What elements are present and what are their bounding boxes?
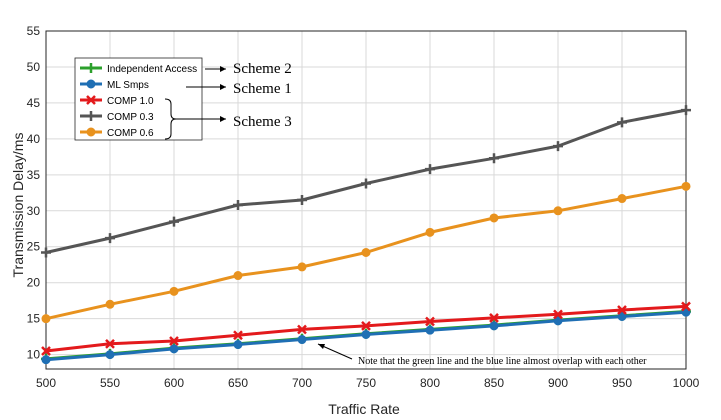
series-2 <box>41 301 691 356</box>
data-point <box>425 164 435 175</box>
series-1 <box>41 307 691 365</box>
y-tick-label: 35 <box>27 168 41 182</box>
data-point <box>361 320 371 331</box>
y-tick-label: 30 <box>27 204 41 218</box>
y-tick-label: 45 <box>27 96 41 110</box>
overlap-note: Note that the green line and the blue li… <box>358 356 647 367</box>
x-tick-label: 550 <box>100 376 120 390</box>
data-point <box>617 117 627 128</box>
data-point <box>489 153 499 164</box>
data-point <box>361 178 371 189</box>
y-tick-label: 20 <box>27 276 41 290</box>
data-point <box>617 312 627 322</box>
data-point <box>553 141 563 152</box>
y-tick-label: 55 <box>27 24 41 38</box>
legend-label: COMP 1.0 <box>107 96 154 107</box>
data-point <box>233 271 243 281</box>
data-point <box>169 286 179 296</box>
data-point <box>553 206 563 216</box>
legend-item: COMP 1.0 <box>80 95 154 107</box>
data-point <box>553 309 563 320</box>
data-point <box>169 216 179 227</box>
legend-marker <box>86 63 96 73</box>
y-tick-label: 25 <box>27 240 41 254</box>
data-point <box>489 213 499 223</box>
legend-label: Independent Access <box>107 64 197 75</box>
data-point <box>233 200 243 211</box>
y-tick-label: 15 <box>27 312 41 326</box>
data-point <box>617 305 627 315</box>
x-tick-label: 700 <box>292 376 312 390</box>
y-tick-label: 50 <box>27 60 41 74</box>
x-axis-label: Traffic Rate <box>328 401 400 417</box>
data-point <box>681 301 691 312</box>
plot-area-frame <box>45 30 687 370</box>
legend-item: ML Smps <box>80 79 149 91</box>
data-point <box>297 195 307 205</box>
x-tick-label: 1000 <box>673 376 700 390</box>
x-tick-label: 600 <box>164 376 184 390</box>
x-tick-label: 500 <box>36 376 56 390</box>
data-point <box>617 194 627 204</box>
legend-marker <box>86 111 96 121</box>
scheme-3-arrow-head <box>220 116 226 122</box>
legend-item: COMP 0.3 <box>80 111 154 123</box>
legend-label: COMP 0.6 <box>107 128 154 139</box>
x-tick-label: 650 <box>228 376 248 390</box>
data-point <box>489 313 499 323</box>
series-4 <box>41 181 691 324</box>
x-tick-label: 800 <box>420 376 440 390</box>
data-point <box>105 338 115 349</box>
legend-item: COMP 0.6 <box>80 127 154 139</box>
scheme-1-arrow-head <box>220 84 226 90</box>
y-axis-label: Transmission Delay/ms <box>10 133 26 278</box>
data-point <box>681 181 691 191</box>
data-point <box>41 355 51 365</box>
x-tick-label: 750 <box>356 376 376 390</box>
legend: Independent Access ML Smps COMP 1.0 COMP 0.… <box>74 57 203 141</box>
x-tick-label: 950 <box>612 376 632 390</box>
data-point <box>361 329 371 339</box>
data-point <box>297 335 307 345</box>
annotations: Scheme 2 Scheme 1 Scheme 3 Note that the… <box>164 61 647 367</box>
scheme-2-label: Scheme 2 <box>233 61 292 77</box>
axis-ticks: 500 550 600 650 700 750 800 850 900 950 1000 10 15 20… <box>27 24 700 390</box>
legend-item: Independent Access <box>80 63 197 75</box>
data-point <box>681 105 691 116</box>
y-tick-label: 10 <box>27 348 41 362</box>
data-point <box>105 299 115 309</box>
scheme-1-label: Scheme 1 <box>233 81 292 97</box>
legend-marker <box>86 127 96 137</box>
data-point <box>425 325 435 335</box>
series-lines <box>41 105 691 365</box>
data-point <box>233 330 243 341</box>
data-point <box>41 346 51 356</box>
legend-marker <box>86 79 96 89</box>
data-point <box>425 316 435 327</box>
legend-label: ML Smps <box>107 80 149 91</box>
data-point <box>169 336 179 346</box>
data-point <box>41 314 51 324</box>
data-point <box>105 233 115 244</box>
legend-marker <box>86 95 96 105</box>
data-point <box>297 324 307 335</box>
legend-label: COMP 0.3 <box>107 112 154 123</box>
scheme-3-label: Scheme 3 <box>233 114 292 130</box>
data-point <box>233 340 243 350</box>
series-3 <box>41 105 691 258</box>
x-tick-label: 850 <box>484 376 504 390</box>
overlap-note-arrow-head <box>318 344 325 349</box>
data-point <box>297 262 307 272</box>
data-point <box>169 344 179 354</box>
x-tick-label: 900 <box>548 376 568 390</box>
data-point <box>361 247 371 257</box>
scheme-2-arrow-head <box>220 66 226 72</box>
data-point <box>105 350 115 360</box>
data-point <box>553 316 563 326</box>
data-point <box>489 321 499 331</box>
data-point <box>425 227 435 237</box>
y-tick-label: 40 <box>27 132 41 146</box>
data-point <box>41 247 51 258</box>
